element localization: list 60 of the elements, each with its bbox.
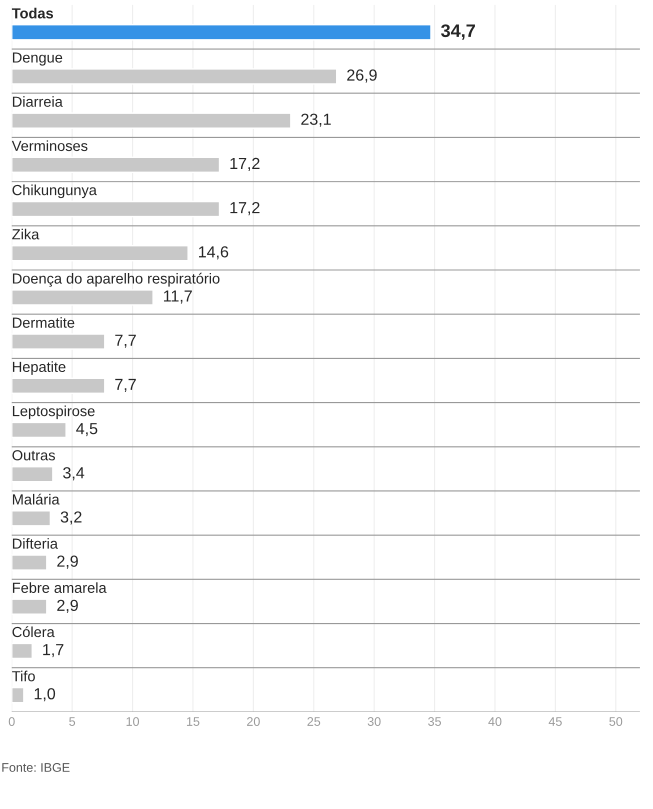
bar: [12, 333, 106, 350]
data-label: 17,2: [230, 158, 260, 171]
bar: [12, 289, 154, 306]
y-tick-label: Tifo: [12, 670, 35, 682]
x-tick-label: 30: [368, 717, 381, 726]
y-tick-label: Leptospirose: [12, 406, 95, 420]
y-tick-label: Chikungunya: [12, 184, 97, 198]
bar: [12, 686, 25, 704]
y-tick-label: Difteria: [12, 538, 58, 549]
data-label: 1,0: [34, 688, 56, 702]
data-label: 3,2: [60, 511, 82, 525]
bar: [12, 466, 54, 482]
y-tick-label: Todas: [12, 8, 54, 18]
bar: [12, 156, 220, 174]
data-label: 34,7: [441, 24, 475, 40]
data-label: 17,2: [230, 202, 260, 216]
x-tick-label: 45: [548, 717, 562, 726]
bar: [12, 200, 220, 218]
y-tick-label: Outras: [12, 450, 55, 460]
bar: [12, 642, 33, 660]
bar: [12, 554, 48, 571]
source-note: Fonte: IBGE: [2, 763, 70, 772]
bar: [12, 598, 48, 615]
y-tick-label: Verminoses: [12, 140, 88, 152]
data-label: 4,5: [76, 423, 98, 436]
data-label: 3,4: [63, 467, 84, 480]
data-label: 14,6: [199, 246, 228, 260]
y-tick-label: Cólera: [12, 626, 55, 638]
data-label: 23,1: [301, 114, 331, 127]
y-tick-label: Dermatite: [12, 317, 74, 328]
x-tick-label: 15: [186, 717, 200, 726]
bar: [12, 378, 106, 394]
bar: [12, 510, 52, 527]
data-label: 2,9: [57, 600, 78, 613]
x-tick-label: 40: [488, 717, 502, 726]
y-tick-label: Febre amarela: [12, 582, 107, 593]
bar: [12, 68, 338, 85]
y-tick-label: Hepatite: [12, 361, 66, 375]
x-tick-label: 25: [307, 717, 320, 726]
bar: [12, 24, 432, 40]
data-label: 1,7: [43, 644, 64, 658]
y-tick-label: Malária: [12, 494, 60, 505]
bar: [12, 422, 67, 438]
x-tick-label: 0: [8, 717, 15, 726]
y-tick-label: Diarreia: [12, 96, 63, 107]
x-tick-label: 20: [247, 717, 260, 726]
data-label: 2,9: [57, 556, 78, 569]
bar: [12, 112, 292, 129]
data-label: 11,7: [164, 290, 192, 304]
y-tick-label: Doença do aparelho respiratório: [12, 272, 220, 287]
data-label: 26,9: [347, 69, 377, 83]
bar: [12, 245, 189, 262]
x-tick-label: 5: [69, 717, 76, 726]
y-tick-label: Dengue: [12, 52, 62, 66]
x-tick-label: 35: [428, 717, 441, 726]
data-label: 7,7: [115, 378, 136, 392]
data-label: 7,7: [115, 334, 136, 348]
x-tick-label: 50: [609, 717, 622, 726]
x-tick-label: 10: [126, 717, 140, 726]
y-tick-label: Zika: [12, 228, 40, 240]
